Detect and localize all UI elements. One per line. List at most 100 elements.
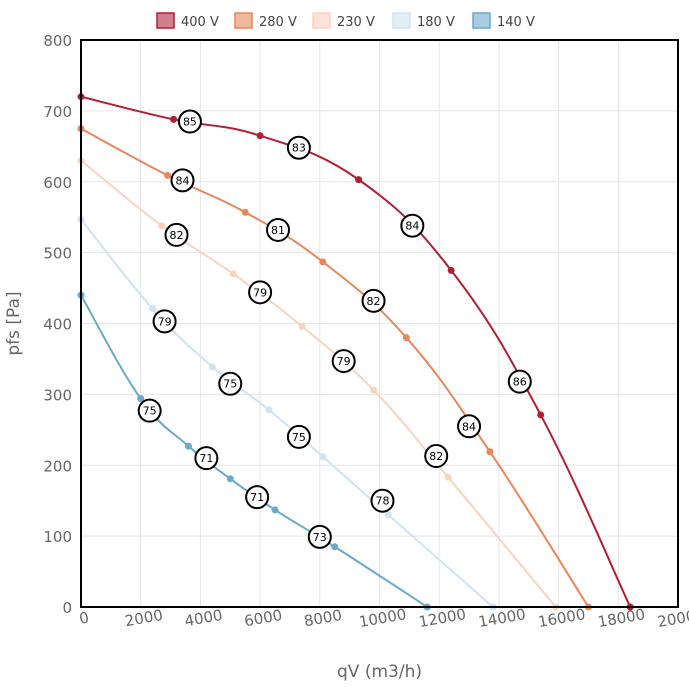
x-tick-label: 18000 (596, 605, 646, 631)
data-point (226, 475, 234, 483)
data-point (241, 208, 249, 216)
x-axis-ticks: 0 2000 4000 6000 8000 10000 12000 14000 16000 180… (78, 605, 689, 631)
data-point (164, 171, 172, 179)
efficiency-label: 84 (462, 420, 476, 433)
series-lines (80, 95, 632, 608)
efficiency-label: 75 (143, 405, 157, 418)
x-axis-title: qV (m3/h) (337, 662, 422, 682)
data-point (298, 322, 306, 330)
efficiency-marker (177, 109, 202, 134)
legend-swatch (392, 12, 411, 29)
legend-item[interactable]: 400 V (156, 12, 219, 30)
efficiency-label: 75 (223, 378, 237, 391)
y-tick-label: 100 (43, 528, 72, 546)
data-point (486, 448, 494, 456)
data-point (444, 473, 452, 481)
data-point (137, 395, 145, 403)
x-tick-label: 0 (78, 608, 91, 627)
efficiency-label: 71 (250, 491, 264, 504)
efficiency-label: 73 (313, 531, 327, 544)
efficiency-marker (245, 485, 270, 510)
legend-item[interactable]: 280 V (234, 12, 297, 30)
efficiency-marker (424, 444, 449, 469)
efficiency-marker (137, 398, 162, 423)
legend-item[interactable]: 180 V (392, 12, 455, 30)
efficiency-marker (266, 217, 291, 242)
efficiency-label: 75 (292, 431, 306, 444)
data-point (537, 411, 545, 419)
legend[interactable]: 400 V 280 V 230 V 180 V 140 V (156, 12, 535, 30)
efficiency-marker (307, 524, 332, 549)
x-tick-label: 4000 (183, 606, 224, 630)
efficiency-label: 82 (170, 229, 184, 242)
legend-label: 230 V (337, 15, 375, 30)
y-axis-title: pfs [Pa] (4, 291, 24, 355)
data-point (271, 506, 279, 514)
y-tick-label: 600 (43, 174, 72, 192)
data-point (208, 363, 216, 371)
y-axis-ticks: 0 100 200 300 400 500 600 700 800 (43, 32, 72, 617)
efficiency-label: 84 (175, 174, 189, 187)
y-tick-label: 300 (43, 386, 72, 404)
efficiency-marker (170, 168, 195, 193)
efficiency-label: 86 (513, 376, 527, 389)
efficiency-label: 83 (292, 142, 306, 155)
data-point (355, 176, 363, 184)
efficiency-label: 78 (375, 495, 389, 508)
efficiency-label: 82 (429, 450, 443, 463)
data-point (319, 453, 327, 461)
data-point (331, 543, 339, 551)
efficiency-marker (331, 349, 356, 374)
efficiency-label: 81 (271, 224, 285, 237)
efficiency-marker (400, 213, 425, 238)
y-tick-label: 0 (62, 599, 72, 617)
efficiency-marker (152, 309, 177, 334)
data-point (319, 258, 327, 266)
efficiency-marker (218, 371, 243, 396)
legend-swatch (156, 12, 175, 29)
legend-label: 400 V (181, 15, 219, 30)
efficiency-marker (286, 135, 311, 160)
efficiency-label: 85 (183, 116, 197, 129)
legend-swatch (234, 12, 253, 29)
data-point (149, 305, 157, 313)
data-point (384, 511, 392, 519)
legend-item[interactable]: 230 V (312, 12, 375, 30)
efficiency-label: 79 (253, 286, 267, 299)
efficiency-label: 79 (158, 315, 172, 328)
plot-frame (80, 39, 679, 608)
x-tick-label: 6000 (243, 606, 284, 630)
x-tick-label: 8000 (303, 606, 344, 630)
x-tick-label: 10000 (358, 605, 408, 631)
data-point (184, 442, 192, 450)
efficiency-labels: 85 83 84 86 84 81 82 84 82 79 79 82 79 75 75 78 75 71 71 73 (137, 109, 532, 549)
x-tick-label: 14000 (477, 605, 527, 631)
y-tick-label: 400 (43, 316, 72, 334)
legend-swatch (312, 12, 331, 29)
legend-label: 140 V (497, 15, 535, 30)
data-point (229, 270, 237, 278)
legend-label: 280 V (259, 15, 297, 30)
data-point (402, 334, 410, 342)
efficiency-marker (507, 369, 532, 394)
legend-label: 180 V (417, 15, 455, 30)
efficiency-marker (194, 446, 219, 471)
legend-item[interactable]: 140 V (472, 12, 535, 30)
data-point (170, 115, 178, 123)
series-points (77, 93, 634, 611)
efficiency-label: 82 (367, 295, 381, 308)
efficiency-marker (164, 222, 189, 247)
y-tick-label: 500 (43, 245, 72, 263)
data-point (256, 132, 264, 140)
efficiency-label: 84 (405, 220, 419, 233)
efficiency-marker (248, 280, 273, 305)
y-tick-label: 200 (43, 457, 72, 475)
data-point (370, 386, 378, 394)
y-tick-label: 800 (43, 32, 72, 50)
data-point (265, 406, 273, 414)
efficiency-marker (457, 414, 482, 439)
data-point (447, 266, 455, 274)
y-tick-label: 700 (43, 103, 72, 121)
efficiency-marker (286, 424, 311, 449)
